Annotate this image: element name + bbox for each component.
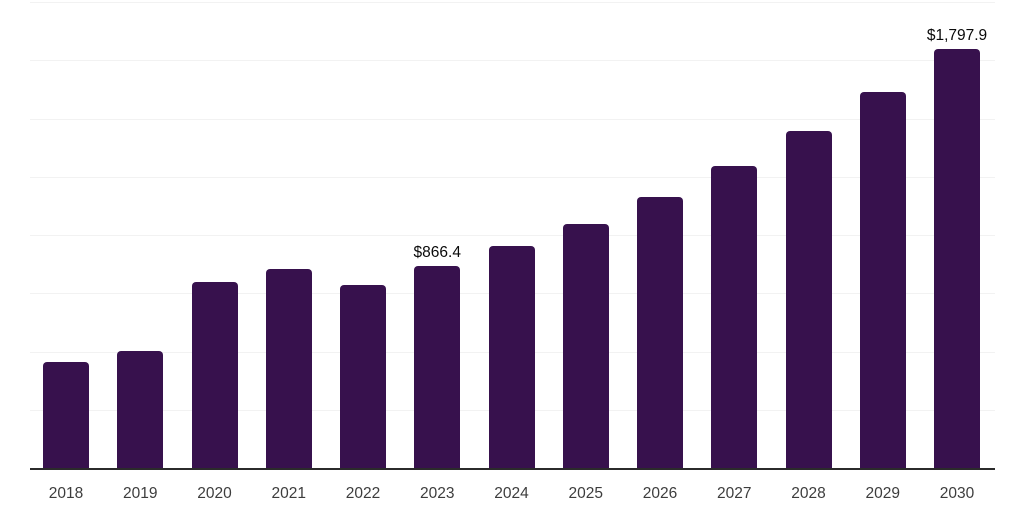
bar-2019: [117, 350, 164, 468]
bar-2023: [414, 266, 461, 468]
bar-2028: [785, 131, 832, 468]
x-tick-label-2021: 2021: [271, 485, 306, 502]
x-axis-line: [30, 468, 995, 470]
x-tick-label-2020: 2020: [197, 485, 232, 502]
gridline: [30, 2, 995, 3]
x-tick-label-2018: 2018: [48, 485, 84, 502]
bar-value-label-2023: $866.4: [413, 244, 461, 262]
gridline: [30, 235, 995, 236]
x-tick-label-2027: 2027: [717, 485, 752, 502]
gridline: [30, 176, 995, 178]
gridline: [30, 118, 995, 120]
bar-2021: [265, 268, 312, 468]
bar-2018: [43, 361, 89, 468]
gridline: [30, 60, 995, 62]
x-tick-label-2029: 2029: [865, 485, 900, 502]
bar-2024: [488, 245, 535, 468]
bar-value-label-2030: $1,797.9: [926, 27, 988, 45]
x-tick-label-2022: 2022: [345, 485, 381, 502]
x-tick-label-2025: 2025: [568, 485, 603, 502]
bar-2020: [191, 282, 238, 468]
bar-2027: [711, 165, 758, 468]
bar-2022: [340, 284, 386, 468]
x-tick-label-2019: 2019: [123, 485, 158, 502]
bar-2025: [562, 223, 609, 468]
bar-2030: [934, 49, 980, 468]
x-tick-label-2024: 2024: [494, 485, 529, 502]
x-tick-label-2026: 2026: [642, 485, 678, 502]
bar-2029: [859, 91, 906, 468]
x-tick-label-2023: 2023: [420, 485, 455, 502]
x-tick-label-2028: 2028: [791, 485, 826, 502]
x-tick-label-2030: 2030: [939, 485, 975, 502]
bar-2026: [637, 197, 683, 468]
